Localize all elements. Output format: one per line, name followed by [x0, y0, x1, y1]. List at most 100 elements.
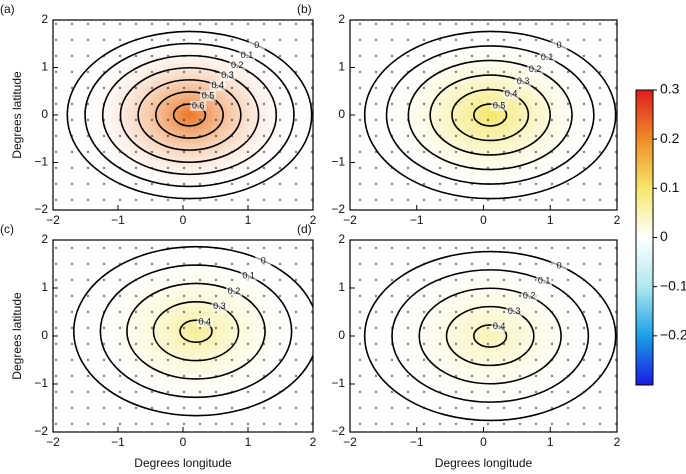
- contour-label: 0: [557, 260, 562, 270]
- x-tick-label: 2: [310, 435, 317, 449]
- contour-label: 0.2: [523, 291, 536, 301]
- y-tick-label: −1: [34, 155, 48, 169]
- y-tick-label: −1: [331, 155, 345, 169]
- contour-label-bg: [527, 64, 544, 75]
- contour-label-bg: [255, 256, 272, 267]
- y-tick-label: 0: [338, 107, 345, 121]
- contour-line: [429, 74, 551, 156]
- contour-line: [119, 66, 260, 164]
- contour-line: [363, 30, 617, 200]
- x-tick-label: 1: [245, 213, 252, 227]
- contour-line: [445, 305, 535, 367]
- x-tick-label: 2: [614, 435, 621, 449]
- contour-line: [172, 103, 207, 127]
- y-tick-label: −2: [34, 202, 48, 216]
- y-tick-label: 1: [41, 280, 48, 294]
- contour-label: 0.1: [242, 271, 255, 281]
- colorbar-tick-label: 0: [660, 228, 668, 244]
- x-tick-label: −1: [410, 213, 424, 227]
- panel-label: (a): [0, 2, 15, 16]
- contour-line: [385, 45, 595, 185]
- y-tick-label: −2: [34, 424, 48, 438]
- contour-label: 0.4: [199, 316, 212, 326]
- contour-label-bg: [503, 88, 520, 99]
- contour-line: [473, 324, 508, 348]
- y-tick-label: 1: [338, 60, 345, 74]
- panel: 00.10.20.30.40.50.6: [53, 20, 313, 210]
- stipple: [350, 20, 617, 210]
- x-axis-label: Degrees longitude: [435, 456, 533, 470]
- contour-label: 0.1: [538, 275, 551, 285]
- contour-label: 0.1: [241, 50, 254, 60]
- contour-label-bg: [491, 100, 508, 111]
- contour-label-bg: [196, 317, 213, 328]
- contour-label: 0.3: [213, 301, 226, 311]
- contour-line: [99, 264, 293, 399]
- contour-label: 0: [261, 255, 266, 265]
- contour-label-bg: [491, 321, 508, 332]
- colorbar-tick-label: 0.3: [660, 81, 680, 97]
- contour-label: 0.5: [202, 90, 215, 100]
- contour-line: [73, 245, 313, 417]
- contour-label: 0.2: [228, 286, 241, 296]
- panel-label: (b): [297, 2, 312, 16]
- contour-line: [155, 91, 224, 139]
- contour-line: [66, 30, 313, 200]
- contour-line: [137, 79, 242, 151]
- contour-label-bg: [200, 90, 217, 101]
- x-tick-label: 1: [547, 213, 554, 227]
- contour-label-bg: [229, 60, 246, 71]
- contour-label: 0.4: [493, 321, 506, 331]
- contour-line: [101, 54, 278, 176]
- x-tick-label: −1: [111, 435, 125, 449]
- panel: 00.1 0.2 0.3 0.4 0.5: [350, 20, 617, 210]
- contour-label: 0.4: [505, 88, 518, 98]
- colorbar: [635, 89, 654, 386]
- contour-label-bg: [248, 40, 265, 51]
- contour-label-bg: [521, 291, 538, 302]
- contour-label: 0: [557, 40, 562, 50]
- y-tick-label: 2: [338, 12, 345, 26]
- contour-label-bg: [536, 276, 553, 287]
- contour-label: 0.2: [231, 60, 244, 70]
- y-tick-label: −2: [331, 424, 345, 438]
- colorbar-tick-label: −0.1: [660, 277, 686, 293]
- contour-label-bg: [209, 80, 226, 91]
- contour-label: 0: [254, 40, 259, 50]
- x-tick-label: 2: [310, 213, 317, 227]
- x-tick-label: −2: [46, 435, 60, 449]
- y-tick-label: −2: [331, 202, 345, 216]
- contour-label: 0.6: [192, 100, 205, 110]
- y-tick-label: 1: [338, 280, 345, 294]
- stipple: [53, 20, 313, 210]
- contour-line: [418, 287, 562, 385]
- y-tick-label: 0: [41, 328, 48, 342]
- contour-line: [84, 42, 295, 188]
- x-tick-label: 0: [480, 435, 487, 449]
- contour-label: 0.1: [541, 52, 554, 62]
- contour-label: 0.5: [493, 100, 506, 110]
- colorbar-tick-label: 0.1: [660, 179, 680, 195]
- contour-label-bg: [219, 70, 236, 81]
- contour-label-bg: [515, 76, 532, 87]
- y-tick-label: −1: [331, 376, 345, 390]
- panel-label: (d): [297, 222, 312, 236]
- stipple: [53, 240, 313, 432]
- contour-label-bg: [551, 40, 568, 51]
- x-tick-label: −1: [111, 213, 125, 227]
- contour-label: 0.3: [508, 306, 521, 316]
- contour-label-bg: [225, 286, 242, 297]
- colorbar-tick-label: 0.2: [660, 130, 680, 146]
- contour-label-bg: [238, 50, 255, 61]
- x-tick-label: −2: [343, 213, 357, 227]
- x-tick-label: −2: [46, 213, 60, 227]
- contour-label-bg: [190, 100, 207, 111]
- x-tick-label: −1: [410, 435, 424, 449]
- y-tick-label: 0: [338, 328, 345, 342]
- colorbar-tick-label: −0.2: [660, 327, 686, 343]
- contour-line: [451, 88, 530, 142]
- y-axis-label: Degrees latitude: [10, 71, 24, 159]
- y-tick-label: 2: [41, 12, 48, 26]
- y-tick-label: 1: [41, 60, 48, 74]
